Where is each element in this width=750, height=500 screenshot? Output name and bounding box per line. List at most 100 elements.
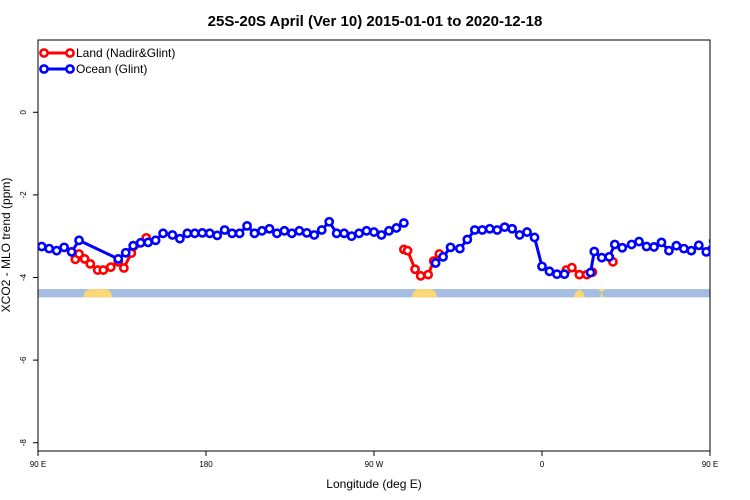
series-1-point-1-7 [484,223,495,234]
series-1-point-1-11 [514,230,525,240]
series-1-point-0-11 [150,235,161,246]
series-1-point-0-16 [189,228,200,239]
series-1-point-1-16 [552,269,562,280]
series-0-point-0-6 [105,262,116,273]
land-ocean-band [38,289,710,298]
series-1-point-2-0 [585,267,596,278]
series-1-point-0-33 [316,225,327,235]
series-0-point-2-1 [566,262,577,273]
series-1-point-0-8 [128,240,139,251]
series-1-point-0-39 [361,225,372,236]
series-1-point-1-5 [469,225,480,235]
legend: Land (Nadir&Glint) Ocean (Glint) [39,46,175,76]
series-1 [38,216,738,280]
series-1-point-0-0 [38,241,47,252]
series-1-point-1-12 [522,227,532,237]
series-1-point-0-10 [143,237,154,248]
series-1-point-2-16 [701,247,710,257]
series-1-point-2-15 [693,240,704,251]
x-tick-label-4: 90 E [702,460,718,469]
y-axis-title: XCO2 - MLO trend (ppm) [0,178,13,313]
series-1-point-1-13 [529,232,540,243]
series-0-point-1-4 [423,269,434,280]
series-1-point-0-27 [272,228,282,239]
series-1-point-1-17 [559,269,570,280]
x-tick-label-3: 0 [540,460,545,469]
series-0-point-1-3 [415,270,426,281]
legend-marker-ocean-right [65,64,75,74]
land-band-segment-2 [573,289,585,298]
series-1-point-1-1 [438,251,448,262]
series-1-point-2-10 [656,237,667,248]
y-tick-label-2: -4 [19,273,28,281]
x-axis-title: Longitude (deg E) [326,477,421,491]
y-tick-label-1: -2 [19,191,28,199]
series-1-point-2-12 [671,240,682,251]
series-1-point-1-2 [445,242,456,253]
series-1-point-0-19 [212,230,223,241]
series-1-point-0-15 [182,228,193,239]
series-1-point-0-29 [286,228,297,239]
series-1-point-0-12 [158,228,168,239]
series-1-point-0-17 [197,228,208,238]
series-0-point-2-2 [574,269,585,280]
land-band-segment-1 [411,289,438,298]
series-1-point-1-14 [537,261,547,272]
series-1-point-1-10 [507,223,518,234]
series-1-point-2-6 [626,239,637,250]
series-1-point-2-11 [664,245,674,256]
series-1-point-2-9 [649,242,659,252]
series-1-point-1-4 [462,234,473,245]
series-1-point-0-28 [279,225,290,236]
series-1-point-2-7 [634,236,644,247]
series-1-point-0-34 [324,216,335,227]
axes: 90 E 180 90 W 0 90 E 0 -2 -4 -6 -8 [19,110,718,469]
series-1-point-0-3 [59,242,70,253]
series-1-point-2-3 [604,251,615,262]
series-0-point-1-1 [402,245,413,256]
series-1-point-2-20 [731,236,738,243]
series-1-point-0-36 [339,228,350,239]
series-0-point-0-2 [79,254,90,264]
series-0-point-1-2 [410,264,420,275]
series-1-point-0-2 [51,245,62,256]
series-1-point-0-1 [44,243,55,254]
series-1-point-2-8 [641,241,652,252]
series-1-point-1-9 [499,222,510,233]
x-tick-label-2: 90 W [365,460,384,469]
series-layer [38,216,738,281]
series-1-point-0-25 [257,225,267,236]
chart-title: 25S-20S April (Ver 10) 2015-01-01 to 202… [208,13,543,30]
y-tick-label-0: 0 [19,110,28,115]
series-1-point-0-5 [74,235,84,246]
series-1-point-0-41 [376,230,387,240]
series-1-point-1-8 [492,225,503,235]
series-1-point-2-14 [686,245,697,256]
series-1-point-2-19 [725,243,732,250]
legend-label-ocean: Ocean (Glint) [76,62,147,76]
series-1-point-0-6 [113,254,124,264]
series-1-point-0-44 [398,218,409,228]
series-1-point-0-40 [369,227,379,237]
series-1-point-0-4 [66,247,77,257]
series-1-point-0-18 [204,228,215,239]
series-1-point-2-17 [708,237,710,245]
series-1-point-0-24 [249,228,260,239]
series-1-point-0-7 [120,247,131,258]
ocean-band [38,289,710,298]
series-0-point-0-3 [85,258,96,269]
series-1-point-0-30 [294,225,305,236]
series-1-point-0-26 [264,223,275,234]
series-1-point-0-20 [219,225,230,235]
series-1-point-0-35 [331,228,342,239]
series-1-point-2-2 [596,252,607,263]
x-tick-label-1: 180 [199,460,213,469]
series-1-point-0-43 [391,223,402,233]
land-band-segment-3 [597,289,606,298]
series-1-point-2-13 [678,243,689,254]
series-1-point-0-9 [135,237,146,248]
series-1-point-1-3 [454,243,465,254]
series-1-point-0-32 [309,230,320,240]
series-1-point-0-13 [167,230,178,240]
